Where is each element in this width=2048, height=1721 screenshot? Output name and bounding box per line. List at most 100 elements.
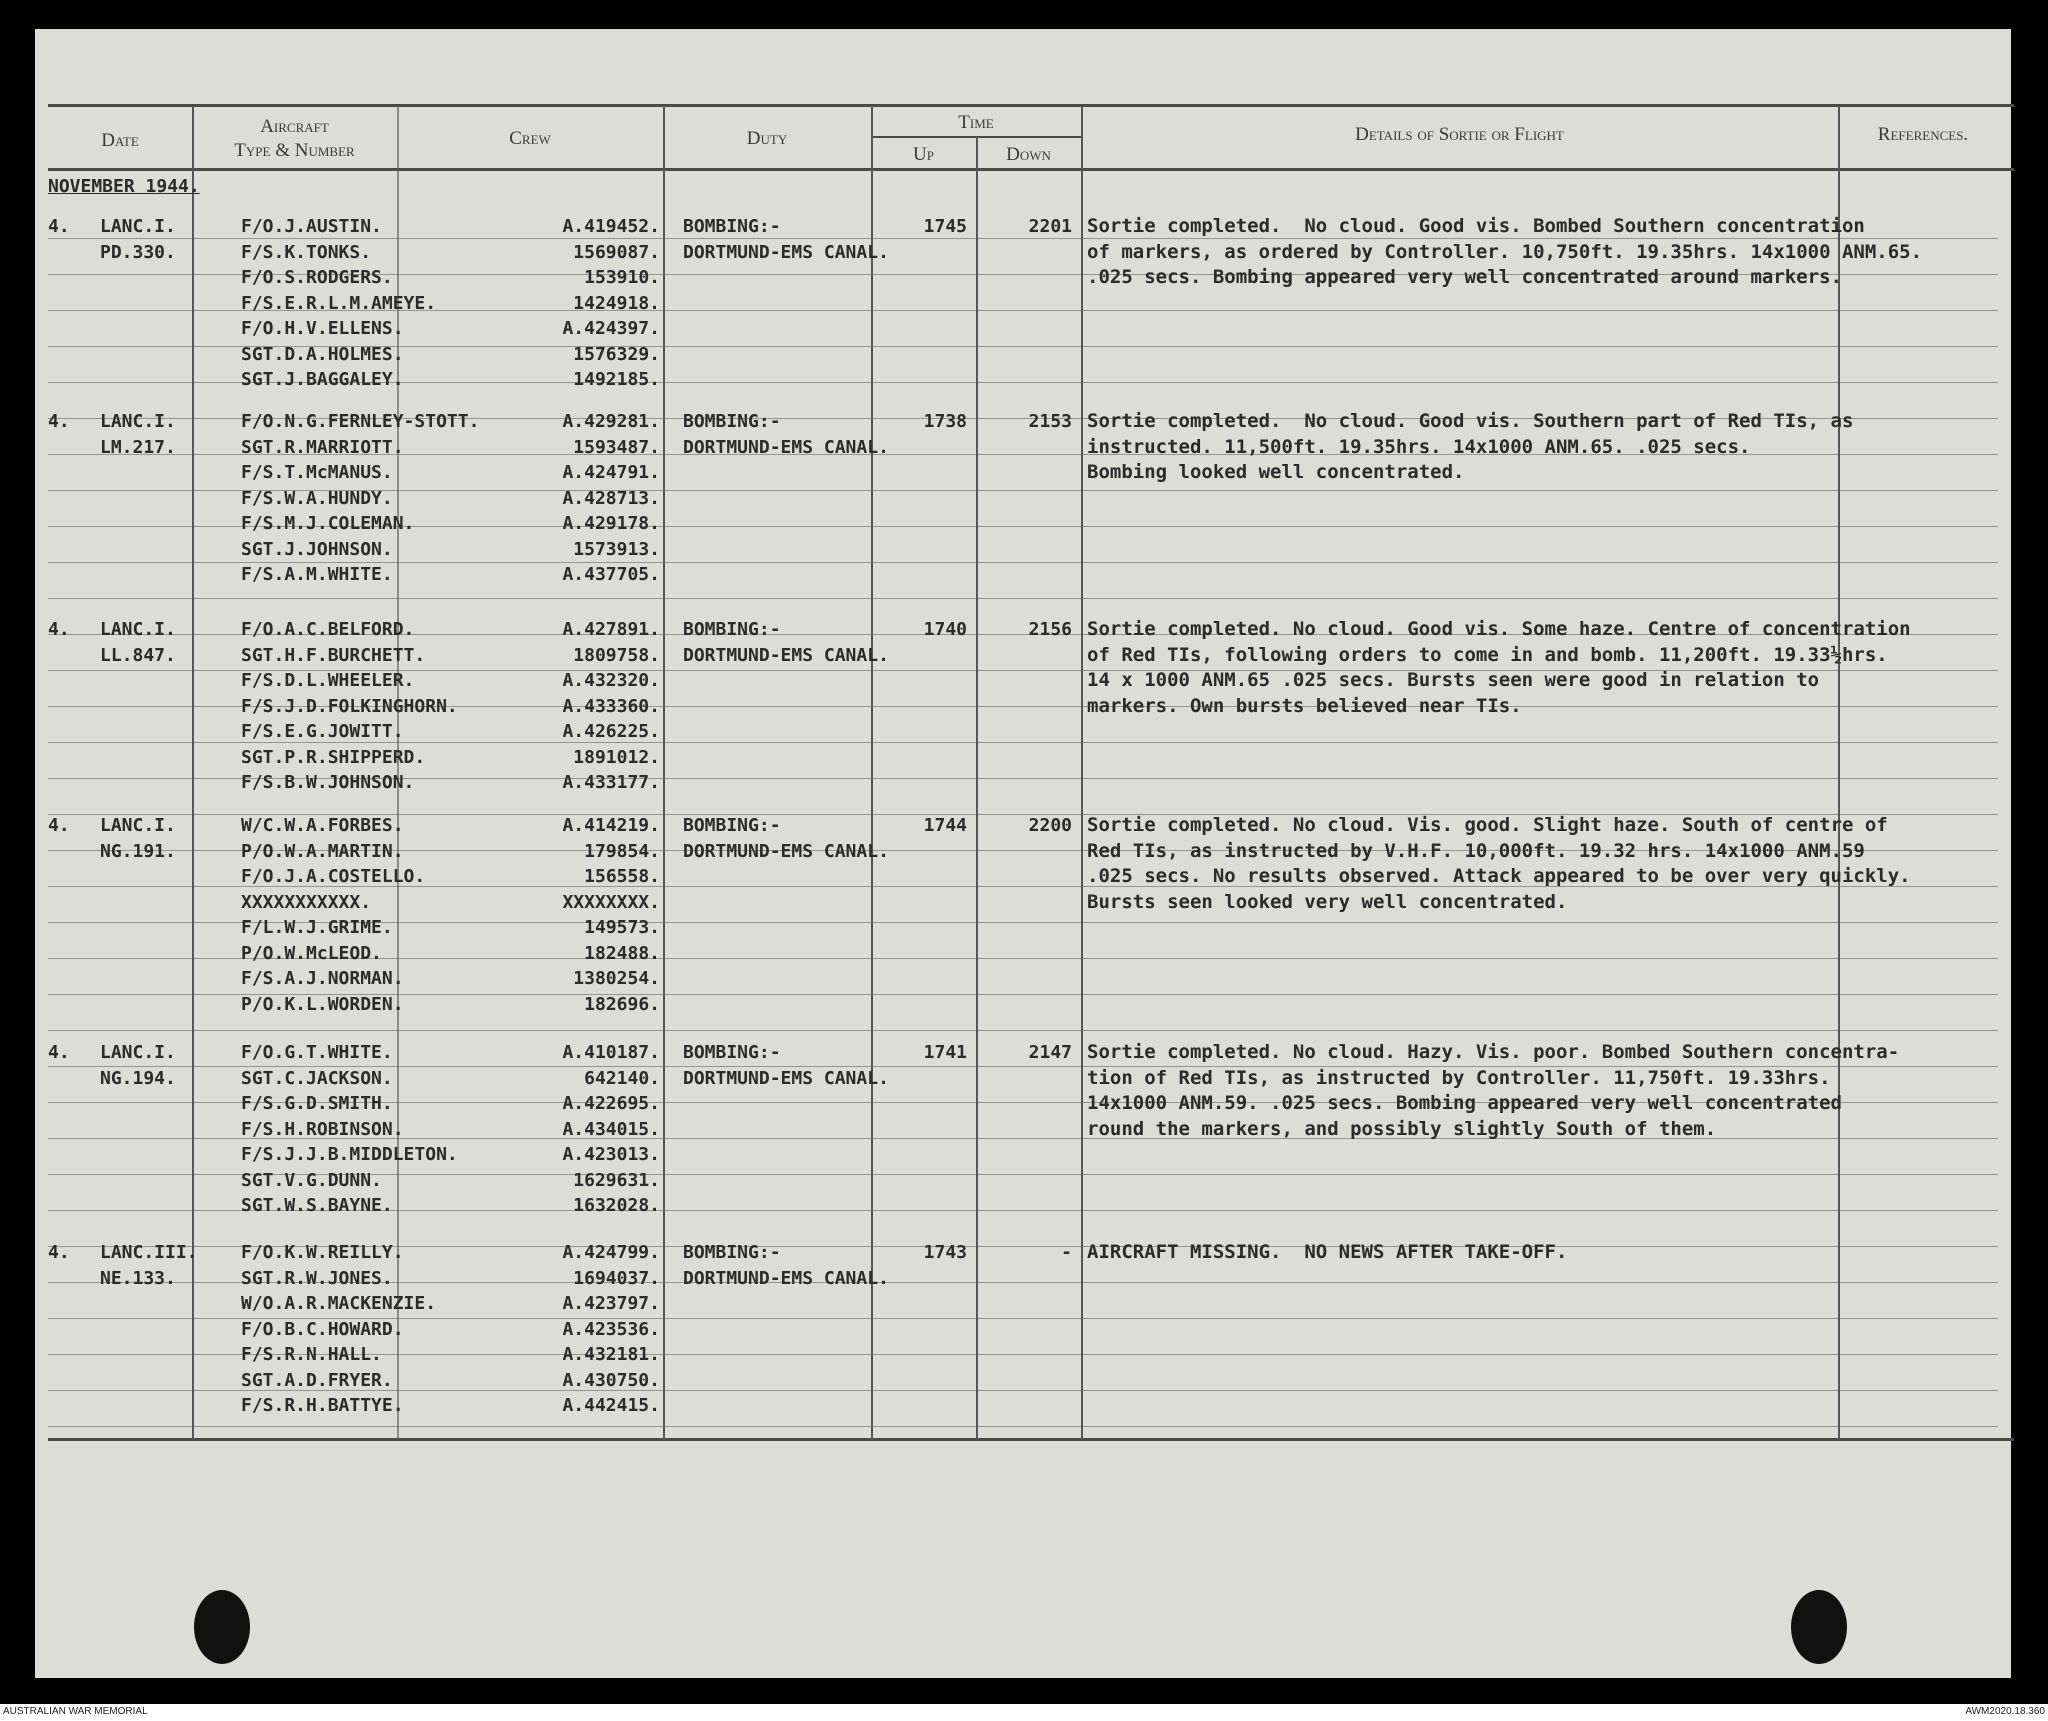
- column-divider: [1081, 106, 1083, 1440]
- crew-service-number: 156558.: [584, 866, 660, 887]
- crew-service-number: 1593487.: [573, 436, 660, 458]
- crew-member-name: F/S.R.H.BATTYE.: [241, 1395, 404, 1416]
- aircraft-type-number: PD.330.: [100, 241, 176, 263]
- time-down: -: [1061, 1242, 1072, 1263]
- crew-member-name: F/S.A.J.NORMAN.: [241, 968, 404, 989]
- crew-service-number: A.423797.: [562, 1293, 660, 1314]
- duty-text: DORTMUND-EMS CANAL.: [683, 241, 889, 263]
- crew-service-number: 1891012.: [573, 746, 660, 768]
- aircraft-type-number: LANC.I.: [100, 815, 176, 836]
- crew-member-name: W/O.A.R.MACKENZIE.: [241, 1293, 437, 1314]
- crew-member-name: F/O.S.RODGERS.: [241, 267, 393, 288]
- sortie-details-line: Bursts seen looked very well concentrate…: [1087, 890, 1568, 913]
- crew-member-name: F/S.W.A.HUNDY.: [241, 487, 393, 509]
- sortie-date: 4.: [48, 411, 70, 432]
- crew-service-number: 1492185.: [573, 369, 660, 390]
- crew-member-name: F/O.G.T.WHITE.: [241, 1042, 393, 1063]
- duty-text: BOMBING:-: [683, 815, 781, 836]
- crew-member-name: SGT.D.A.HOLMES.: [241, 343, 404, 365]
- crew-service-number: A.423536.: [562, 1318, 660, 1340]
- crew-service-number: 179854.: [584, 840, 660, 862]
- sortie-details-line: Sortie completed. No cloud. Good vis. So…: [1087, 410, 1854, 432]
- punch-hole: [194, 1590, 250, 1664]
- crew-service-number: 1380254.: [573, 968, 660, 989]
- dotted-ruled-lines: [48, 204, 1998, 1440]
- time-up: 1743: [923, 1242, 967, 1263]
- duty-text: BOMBING:-: [683, 1242, 781, 1263]
- crew-service-number: 1632028.: [573, 1195, 660, 1216]
- record-sheet: [35, 29, 2011, 1678]
- crew-service-number: 1694037.: [573, 1267, 660, 1289]
- duty-text: BOMBING:-: [683, 411, 781, 432]
- time-up: 1744: [923, 815, 967, 836]
- crew-member-name: F/O.A.C.BELFORD.: [241, 619, 415, 640]
- crew-member-name: SGT.C.JACKSON.: [241, 1067, 393, 1089]
- column-divider: [976, 137, 978, 1440]
- crew-service-number: A.437705.: [562, 564, 660, 585]
- crew-service-number: A.427891.: [562, 619, 660, 640]
- time-down: 2153: [1028, 411, 1072, 432]
- sortie-details-line: Sortie completed. No cloud. Vis. good. S…: [1087, 814, 1888, 836]
- crew-service-number: 1573913.: [573, 538, 660, 560]
- sortie-details-line: 14x1000 ANM.59. .025 secs. Bombing appea…: [1087, 1092, 1842, 1114]
- sortie-date: 4.: [48, 815, 70, 836]
- crew-member-name: F/O.N.G.FERNLEY-STOTT.: [241, 411, 480, 432]
- footer-credit: AUSTRALIAN WAR MEMORIAL: [3, 1706, 148, 1717]
- crew-service-number: A.442415.: [562, 1395, 660, 1416]
- duty-text: DORTMUND-EMS CANAL.: [683, 1267, 889, 1289]
- crew-member-name: F/O.B.C.HOWARD.: [241, 1318, 404, 1340]
- header-bottom-rule: [48, 168, 2014, 171]
- crew-member-name: P/O.K.L.WORDEN.: [241, 993, 404, 1015]
- crew-service-number: A.429281.: [562, 411, 660, 432]
- crew-service-number: A.432181.: [562, 1344, 660, 1365]
- sortie-date: 4.: [48, 619, 70, 640]
- time-up: 1741: [923, 1042, 967, 1063]
- sortie-details-line: Sortie completed. No cloud. Good vis. So…: [1087, 618, 1911, 640]
- crew-member-name: F/O.H.V.ELLENS.: [241, 318, 404, 339]
- crew-service-number: A.433360.: [562, 695, 660, 717]
- sortie-details-line: of markers, as ordered by Controller. 10…: [1087, 240, 1923, 263]
- aircraft-type-number: LANC.I.: [100, 216, 176, 237]
- crew-service-number: 1576329.: [573, 343, 660, 365]
- sortie-details-line: .025 secs. No results observed. Attack a…: [1087, 865, 1911, 887]
- duty-text: DORTMUND-EMS CANAL.: [683, 644, 889, 666]
- header-details: Details of Sortie or Flight: [1355, 124, 1564, 145]
- sortie-details-line: Red TIs, as instructed by V.H.F. 10,000f…: [1087, 839, 1865, 862]
- sortie-details-line: of Red TIs, following orders to come in …: [1087, 643, 1888, 666]
- time-down: 2156: [1028, 619, 1072, 640]
- sortie-details-line: instructed. 11,500ft. 19.35hrs. 14x1000 …: [1087, 435, 1751, 458]
- crew-service-number: XXXXXXXX.: [562, 891, 660, 913]
- column-divider: [397, 106, 399, 1440]
- crew-service-number: 1629631.: [573, 1169, 660, 1191]
- time-up: 1738: [923, 411, 967, 432]
- crew-member-name: W/C.W.A.FORBES.: [241, 815, 404, 836]
- header-time: Time: [958, 112, 994, 133]
- footer-accession-number: AWM2020.18.360: [1965, 1706, 2045, 1717]
- sortie-date: 4.: [48, 1242, 70, 1263]
- crew-service-number: 182488.: [584, 942, 660, 964]
- crew-member-name: F/S.J.D.FOLKINGHORN.: [241, 695, 458, 717]
- aircraft-type-number: LANC.I.: [100, 1042, 176, 1063]
- time-up: 1740: [923, 619, 967, 640]
- crew-member-name: F/S.E.R.L.M.AMEYE.: [241, 292, 437, 314]
- crew-service-number: 642140.: [584, 1067, 660, 1089]
- crew-service-number: A.424799.: [562, 1242, 660, 1263]
- crew-service-number: A.434015.: [562, 1118, 660, 1140]
- crew-member-name: F/S.M.J.COLEMAN.: [241, 513, 415, 534]
- sortie-details-line: .025 secs. Bombing appeared very well co…: [1087, 266, 1842, 288]
- footer: AUSTRALIAN WAR MEMORIAL AWM2020.18.360: [0, 1704, 2048, 1721]
- column-divider: [1838, 106, 1840, 1440]
- header-aircraft: Aircraft: [260, 116, 329, 137]
- header-duty: Duty: [746, 128, 788, 149]
- header-references: References.: [1877, 124, 1969, 145]
- crew-member-name: F/O.J.A.COSTELLO.: [241, 866, 426, 887]
- crew-service-number: A.429178.: [562, 513, 660, 534]
- crew-member-name: F/S.H.ROBINSON.: [241, 1118, 404, 1140]
- crew-service-number: A.424791.: [562, 462, 660, 483]
- crew-member-name: F/S.J.J.B.MIDDLETON.: [241, 1144, 458, 1165]
- aircraft-type-number: NG.191.: [100, 840, 176, 862]
- header-aircraft-sub: Type & Number: [234, 140, 355, 161]
- duty-text: BOMBING:-: [683, 619, 781, 640]
- sortie-date: 4.: [48, 1042, 70, 1063]
- crew-member-name: SGT.A.D.FRYER.: [241, 1369, 393, 1391]
